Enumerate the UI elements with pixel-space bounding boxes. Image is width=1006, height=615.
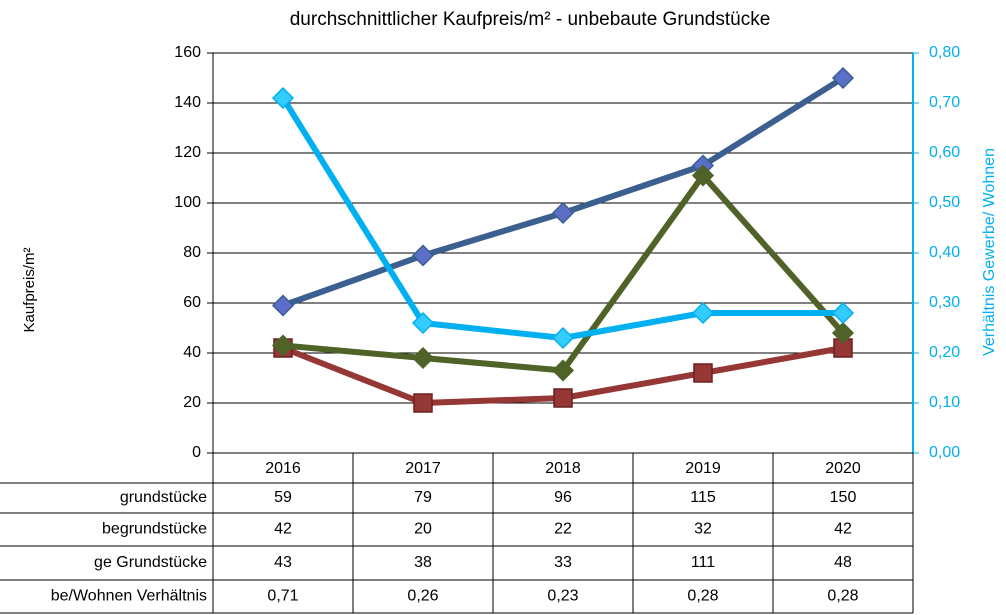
y-tick-label: 0 <box>192 444 201 461</box>
table-value: 59 <box>274 489 292 506</box>
x-tick-label: 2017 <box>405 460 441 477</box>
table-value: 115 <box>690 489 716 506</box>
table-value: 20 <box>414 521 432 538</box>
table-value: 79 <box>414 489 432 506</box>
x-tick-label: 2018 <box>545 460 581 477</box>
table-value: 32 <box>694 521 712 538</box>
y-axis-label: Kaufpreis/m² <box>21 247 38 332</box>
marker <box>411 346 435 370</box>
x-tick-label: 2016 <box>265 460 301 477</box>
y-tick-label: 60 <box>183 294 201 311</box>
table-value: 33 <box>554 554 572 571</box>
marker <box>831 66 855 90</box>
marker <box>553 388 573 408</box>
y-tick-label: 140 <box>174 94 201 111</box>
x-tick-label: 2019 <box>685 460 721 477</box>
y-tick-label: 40 <box>183 344 201 361</box>
y2-tick-label: 0,60 <box>929 144 960 161</box>
table-value: 0,28 <box>827 588 858 605</box>
y2-tick-label: 0,70 <box>929 94 960 111</box>
marker <box>551 326 575 350</box>
marker <box>411 244 435 267</box>
chart-title: durchschnittlicher Kaufpreis/m² - unbeba… <box>290 9 771 30</box>
y2-tick-label: 0,30 <box>929 294 960 311</box>
y-tick-label: 100 <box>174 194 201 211</box>
y2-tick-label: 0,00 <box>929 444 960 461</box>
y2-tick-label: 0,40 <box>929 244 960 261</box>
y-tick-label: 20 <box>183 394 201 411</box>
marker <box>411 311 435 335</box>
legend-label: grundstücke <box>120 489 207 506</box>
legend-label: be/Wohnen Verhältnis <box>51 588 207 605</box>
marker <box>551 201 575 225</box>
marker <box>271 86 295 110</box>
y-tick-label: 160 <box>174 44 201 61</box>
table-value: 22 <box>554 521 572 538</box>
marker <box>691 164 715 187</box>
table-value: 43 <box>274 554 292 571</box>
table-value: 96 <box>554 489 572 506</box>
line <box>281 75 845 309</box>
y-tick-label: 120 <box>174 144 201 161</box>
table-value: 38 <box>414 554 432 571</box>
marker <box>551 359 575 382</box>
table-value: 0,26 <box>407 588 438 605</box>
table-value: 0,28 <box>687 588 718 605</box>
y2-tick-label: 0,10 <box>929 394 960 411</box>
y2-tick-label: 0,80 <box>929 44 960 61</box>
y2-axis-label: Verhältnis Gewerbe/ Wohnen <box>981 148 998 356</box>
marker <box>271 294 295 317</box>
table-value: 150 <box>830 489 857 506</box>
table-value: 111 <box>691 554 715 571</box>
legend-label: ge Grundstücke <box>94 554 207 571</box>
table-value: 48 <box>834 554 852 571</box>
table-value: 0,71 <box>267 588 298 605</box>
y-tick-label: 80 <box>183 244 201 261</box>
marker <box>831 301 855 325</box>
legend-label: begrundstücke <box>102 521 207 538</box>
y2-tick-label: 0,20 <box>929 344 960 361</box>
marker <box>691 301 715 325</box>
marker <box>693 363 713 383</box>
y2-tick-label: 0,50 <box>929 194 960 211</box>
x-tick-label: 2020 <box>825 460 861 477</box>
table-value: 42 <box>834 521 852 538</box>
marker <box>271 334 295 357</box>
table-value: 42 <box>274 521 292 538</box>
marker <box>413 393 433 413</box>
table-value: 0,23 <box>547 588 578 605</box>
marker <box>831 321 855 345</box>
